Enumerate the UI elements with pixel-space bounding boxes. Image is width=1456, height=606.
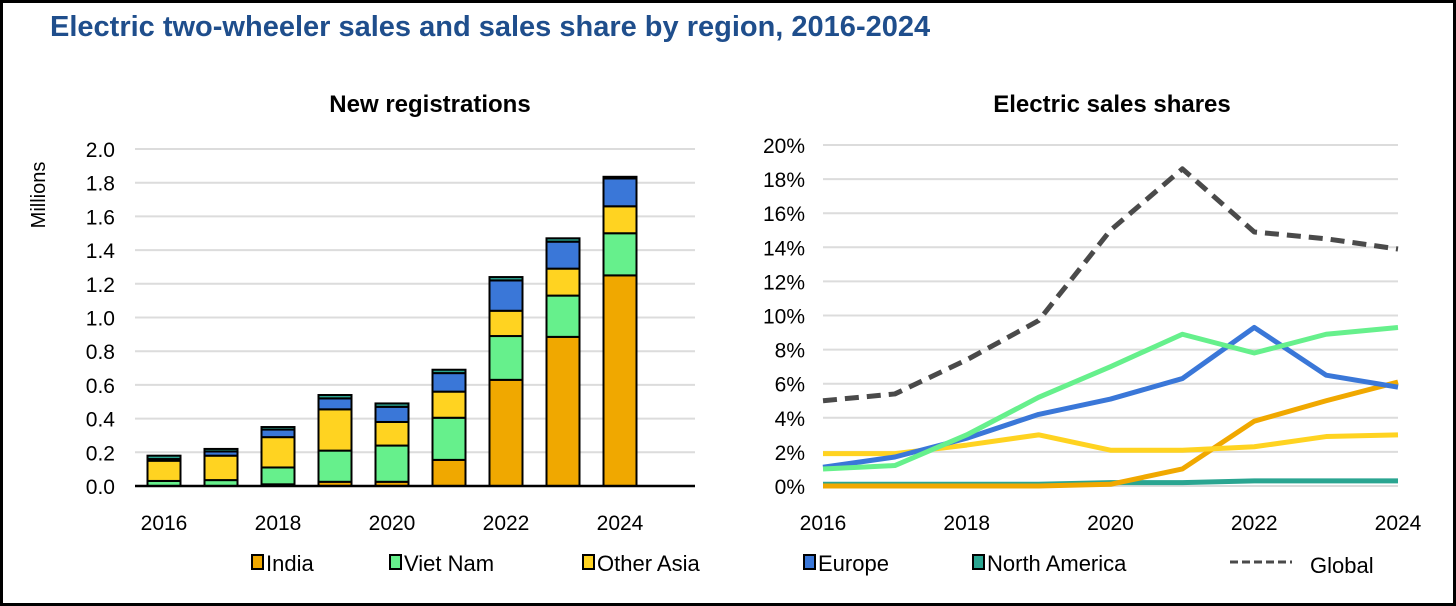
y-tick-label: 0.6 xyxy=(86,375,115,398)
bar-segment-other-asia xyxy=(431,390,467,419)
x-tick-label: 2022 xyxy=(483,512,530,535)
bar-segment-europe xyxy=(260,428,296,439)
line-europe xyxy=(822,324,1399,470)
y-tick-label: 1.8 xyxy=(86,173,115,196)
bar-segment-other-asia xyxy=(260,436,296,469)
legend-swatch-viet-nam xyxy=(389,554,402,570)
y-tick-label: 0.8 xyxy=(86,341,115,364)
bar-segment-north-america xyxy=(374,402,410,408)
bar-segment-europe xyxy=(317,397,353,411)
y-tick-label: 10% xyxy=(763,306,805,329)
bar-segment-europe xyxy=(488,279,524,312)
x-tick-label: 2024 xyxy=(597,512,644,535)
bar-segment-north-america xyxy=(431,368,467,375)
y-tick-label: 0% xyxy=(775,476,805,499)
chart-title: Electric two-wheeler sales and sales sha… xyxy=(50,11,931,43)
bar-segment-europe xyxy=(602,177,638,208)
bar-segment-europe xyxy=(374,405,410,423)
bar-segment-other-asia xyxy=(203,454,239,482)
bar-segment-other-asia xyxy=(488,309,524,338)
y-axis-label: Millions xyxy=(28,162,50,229)
y-tick-label: 20% xyxy=(763,135,805,158)
y-tick-label: 0.0 xyxy=(86,476,115,499)
y-tick-label: 4% xyxy=(775,408,805,431)
bar-segment-north-america xyxy=(488,276,524,282)
bar-segment-viet-nam xyxy=(374,444,410,483)
bar-segment-north-america xyxy=(146,454,182,461)
line-global xyxy=(822,166,1399,404)
bar-segment-viet-nam xyxy=(545,294,581,338)
legend-swatch-europe xyxy=(803,554,816,570)
y-tick-label: 2.0 xyxy=(86,139,115,162)
y-tick-label: 12% xyxy=(763,271,805,294)
y-tick-label: 18% xyxy=(763,169,805,192)
y-tick-label: 16% xyxy=(763,203,805,226)
bar-segment-europe xyxy=(545,240,581,270)
y-tick-label: 14% xyxy=(763,237,805,260)
x-tick-label: 2018 xyxy=(943,512,990,535)
legend-label: Global xyxy=(1310,553,1374,578)
x-tick-label: 2022 xyxy=(1231,512,1278,535)
legend-swatch-other-asia xyxy=(582,554,595,570)
y-tick-label: 0.4 xyxy=(86,409,116,432)
bar-segment-other-asia xyxy=(146,459,182,482)
legend-label: North America xyxy=(987,551,1127,576)
legend-label: Viet Nam xyxy=(404,551,494,576)
legend-label: Other Asia xyxy=(597,551,700,576)
bar-segment-other-asia xyxy=(374,420,410,447)
bar-segment-europe xyxy=(431,372,467,393)
bar-segment-north-america xyxy=(317,394,353,400)
chart-canvas: 0.0 0.2 0.4 0.6 0.8 1.0 1.2 1.4 1.6 1.8 2.0 Million… xyxy=(28,91,1422,578)
x-tick-label: 2016 xyxy=(800,512,847,535)
y-tick-label: 2% xyxy=(775,442,805,465)
bar-segment-viet-nam xyxy=(488,335,524,381)
bar-segment-india xyxy=(545,335,581,487)
bar-segment-other-asia xyxy=(545,267,581,297)
bar-segment-viet-nam xyxy=(260,466,296,486)
x-tick-label: 2020 xyxy=(369,512,416,535)
bar-segment-viet-nam xyxy=(317,449,353,483)
y-tick-label: 6% xyxy=(775,374,805,397)
x-tick-label: 2020 xyxy=(1087,512,1134,535)
bar-segment-india xyxy=(431,458,467,488)
y-tick-label: 1.6 xyxy=(86,206,115,229)
legend-label: India xyxy=(266,551,314,576)
bar-segment-viet-nam xyxy=(431,416,467,461)
subplot-title: Electric sales shares xyxy=(993,91,1231,118)
bar-segment-north-america xyxy=(602,175,638,180)
y-tick-label: 1.4 xyxy=(86,240,116,263)
bar-segment-viet-nam xyxy=(602,232,638,277)
y-tick-label: 1.0 xyxy=(86,308,115,331)
line-india xyxy=(823,379,1399,489)
y-tick-label: 8% xyxy=(775,340,805,363)
bar-segment-other-asia xyxy=(317,408,353,452)
bar-segment-north-america xyxy=(545,237,581,243)
legend-label: Europe xyxy=(818,551,889,576)
x-tick-label: 2018 xyxy=(255,512,302,535)
bar-segment-india xyxy=(602,274,638,487)
bar-segment-other-asia xyxy=(602,205,638,235)
bar-segment-north-america xyxy=(260,426,296,431)
bar-segment-india xyxy=(488,378,524,487)
x-tick-label: 2016 xyxy=(141,512,188,535)
legend-swatch-india xyxy=(251,554,264,570)
y-tick-label: 0.2 xyxy=(86,442,115,465)
x-tick-label: 2024 xyxy=(1375,512,1422,535)
y-tick-label: 1.2 xyxy=(86,274,115,297)
line-viet-nam xyxy=(822,324,1399,472)
legend-swatch-north-america xyxy=(972,554,985,570)
subplot-title: New registrations xyxy=(329,91,530,118)
bar-segment-north-america xyxy=(203,447,239,453)
